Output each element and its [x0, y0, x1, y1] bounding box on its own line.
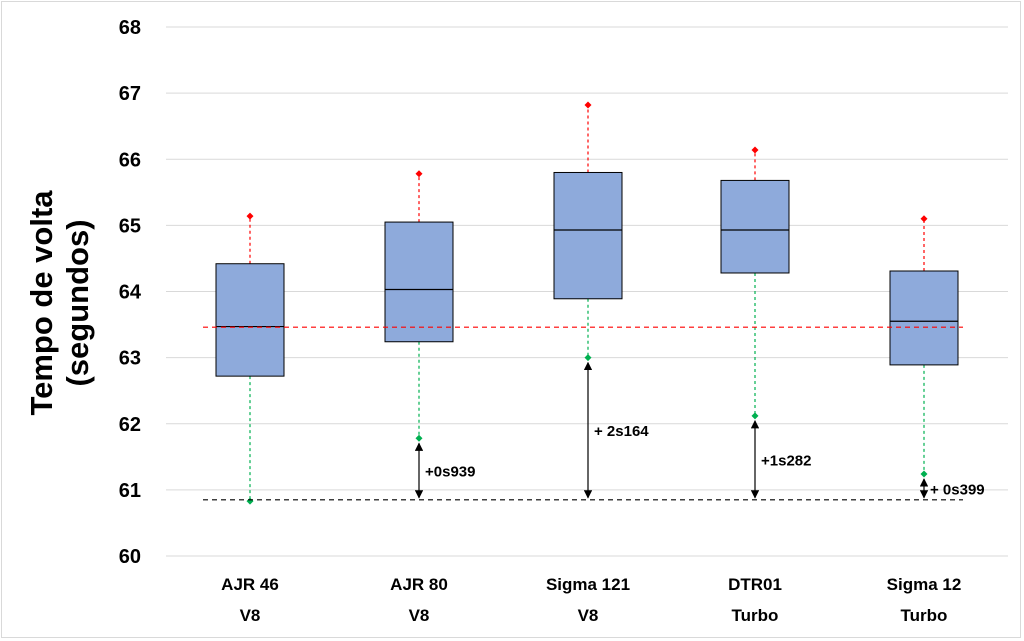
y-tick-label: 65 [119, 215, 141, 237]
category-label-line2: Turbo [732, 606, 779, 625]
category-label-line1: Sigma 121 [546, 575, 630, 594]
y-axis-label-line1: Tempo de volta [24, 190, 59, 416]
y-tick-label: 67 [119, 83, 141, 105]
category-label-line2: V8 [409, 606, 430, 625]
reference-lines [203, 326, 963, 501]
gap-label: +1s282 [761, 452, 811, 469]
gridlines [166, 26, 1008, 557]
y-axis-ticks: 60 61 62 63 64 65 66 67 68 [119, 17, 142, 568]
category-labels: AJR 46 V8 AJR 80 V8 Sigma 121 V8 DTR01 Turbo Sig… [221, 575, 961, 625]
y-tick-label: 64 [119, 282, 142, 304]
max-point [246, 212, 254, 220]
min-point [246, 497, 254, 505]
min-point [584, 354, 592, 362]
max-point [920, 215, 928, 223]
y-axis-label-line2: (segundos) [60, 219, 95, 386]
category-label-line1: Sigma 12 [887, 575, 962, 594]
box [889, 270, 959, 366]
gap-label: + 2s164 [594, 423, 649, 440]
min-point [415, 434, 423, 442]
box [384, 221, 454, 343]
max-point [751, 146, 759, 154]
category-label-line2: Turbo [901, 606, 948, 625]
y-tick-label: 60 [119, 546, 141, 568]
y-tick-label: 62 [119, 414, 141, 436]
boxes-layer [215, 101, 959, 505]
category-label-line2: V8 [578, 606, 599, 625]
min-point [751, 412, 759, 420]
gap-label: +0s939 [425, 464, 475, 481]
box [553, 171, 623, 300]
box [720, 179, 790, 274]
category-label-line1: AJR 46 [221, 575, 279, 594]
y-tick-label: 66 [119, 149, 141, 171]
category-label-line1: AJR 80 [390, 575, 448, 594]
max-point [415, 170, 423, 178]
category-label-line1: DTR01 [728, 575, 782, 594]
category-label-line2: V8 [240, 606, 261, 625]
gap-label: + 0s399 [930, 481, 985, 498]
max-point [584, 101, 592, 109]
y-tick-label: 68 [119, 17, 141, 39]
y-tick-label: 63 [119, 348, 141, 370]
min-point [920, 470, 928, 478]
y-tick-label: 61 [119, 480, 141, 502]
box [215, 263, 285, 377]
annotations-layer: +0s939 + 2s164 +1s282 + 0s399 [414, 361, 985, 499]
